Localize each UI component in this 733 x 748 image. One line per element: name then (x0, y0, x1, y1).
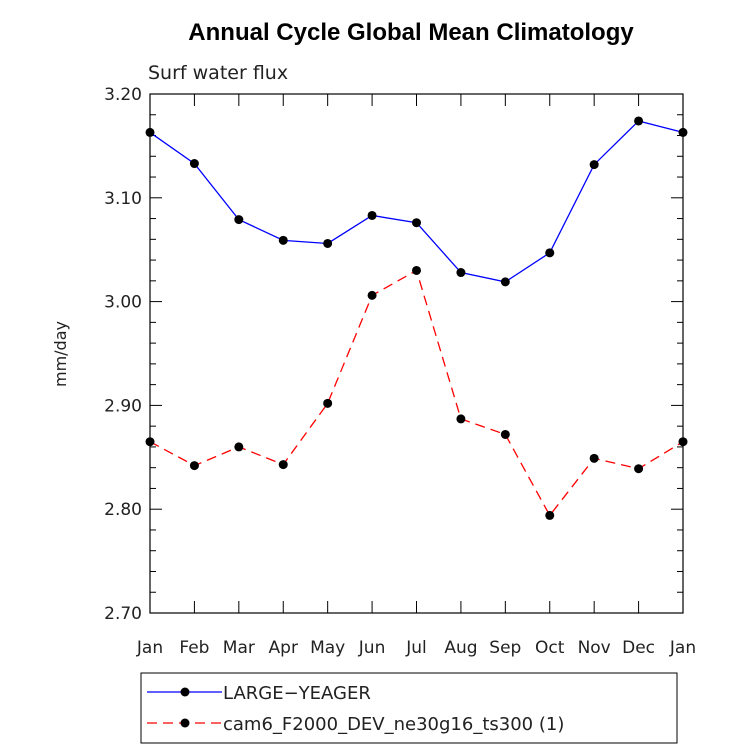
series-line (149, 120, 684, 283)
y-axis-label: mm/day (51, 321, 70, 387)
x-tick-label: Aug (444, 638, 477, 658)
x-tick-label: May (310, 638, 345, 658)
data-point (367, 210, 377, 220)
data-point (323, 398, 333, 408)
x-tick-label: Mar (223, 638, 255, 658)
data-point (500, 277, 510, 287)
data-point (589, 453, 599, 463)
data-point (545, 248, 555, 258)
y-tick-label: 2.90 (104, 396, 142, 416)
data-point (367, 290, 377, 300)
y-tick-label: 3.20 (104, 85, 142, 105)
series-line (149, 269, 684, 517)
legend-box (140, 672, 678, 744)
series-2 (145, 265, 688, 520)
data-point (678, 437, 688, 447)
data-point (500, 429, 510, 439)
y-tick-label: 2.70 (104, 604, 142, 624)
data-point (278, 235, 288, 245)
series-1 (145, 116, 688, 287)
x-tick-label: Apr (269, 638, 298, 658)
legend-label: LARGE−YEAGER (223, 683, 371, 704)
x-tick-label: Oct (535, 638, 565, 658)
legend-label: cam6_F2000_DEV_ne30g16_ts300 (1) (223, 714, 564, 735)
legend-swatch-marker (180, 718, 190, 728)
x-tick-label: Jun (358, 638, 386, 658)
x-tick-label: Sep (489, 638, 521, 658)
y-tick-label: 2.80 (104, 500, 142, 520)
data-point (234, 215, 244, 225)
data-point (412, 265, 421, 275)
data-point (456, 414, 466, 424)
data-point (189, 461, 199, 471)
x-tick-label: Jan (669, 638, 696, 658)
data-point (589, 160, 599, 170)
x-tick-label: Jul (405, 638, 427, 658)
data-point (234, 442, 244, 452)
data-point (145, 437, 155, 447)
legend: LARGE−YEAGER cam6_F2000_DEV_ne30g16_ts300… (140, 672, 678, 744)
chart-subtitle: Surf water flux (148, 62, 288, 84)
x-tick-label: Feb (179, 638, 209, 658)
y-tick-label: 3.00 (104, 293, 142, 313)
data-point (323, 238, 333, 248)
series-layer (145, 116, 688, 520)
data-point (545, 510, 555, 520)
x-tick-label: Jan (136, 638, 163, 658)
chart-title: Annual Cycle Global Mean Climatology (188, 19, 634, 46)
data-point (189, 159, 199, 169)
axis-ticks: 2.70 2.80 2.90 3.00 3.10 3.20 Jan Feb Mar Apr May J… (104, 85, 696, 658)
y-tick-label: 3.10 (104, 189, 142, 209)
data-point (456, 268, 466, 278)
x-tick-label: Nov (578, 638, 611, 658)
data-point (634, 464, 644, 474)
plot-area (149, 93, 684, 614)
data-point (678, 127, 688, 137)
data-point (278, 460, 288, 470)
data-point (145, 127, 155, 137)
x-tick-label: Dec (622, 638, 655, 658)
data-point (634, 116, 644, 126)
data-point (412, 218, 421, 228)
legend-swatch-marker (180, 687, 190, 697)
